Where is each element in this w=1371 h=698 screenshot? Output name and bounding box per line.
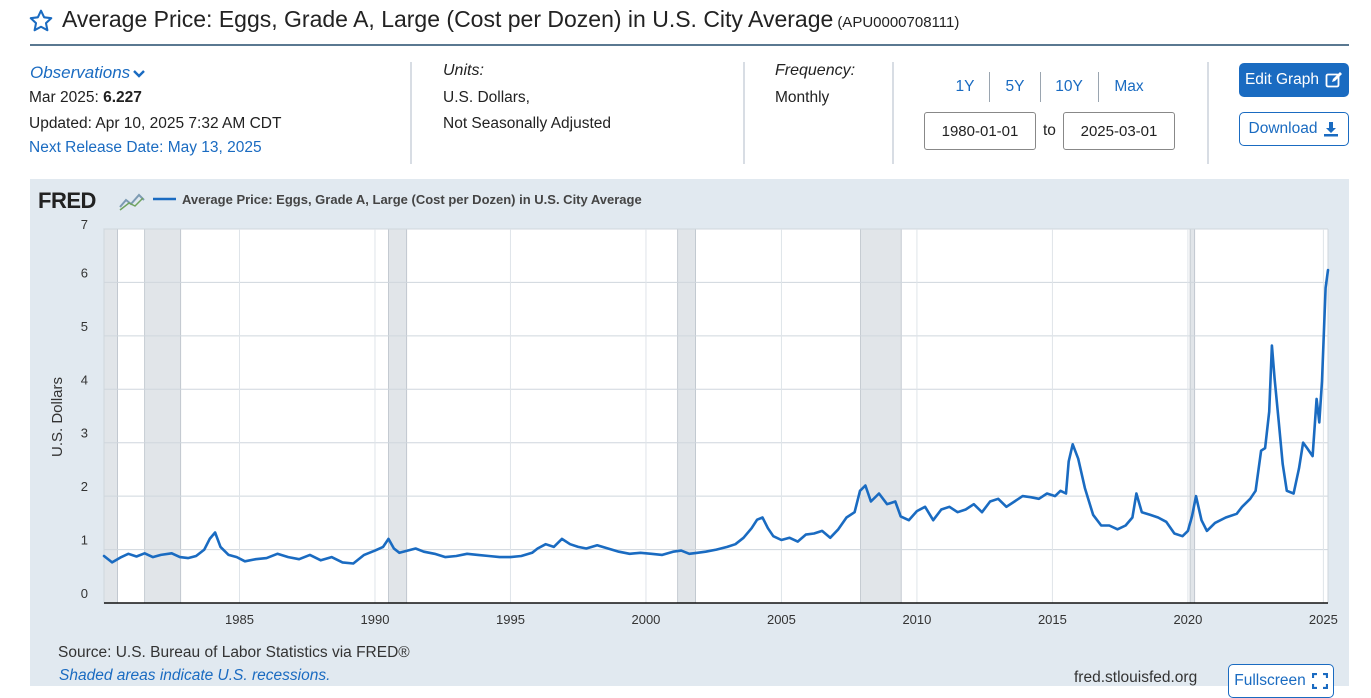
y-tick-label: 6 <box>81 265 88 280</box>
star-icon[interactable] <box>28 8 54 34</box>
range-1y-button[interactable]: 1Y <box>955 78 975 95</box>
y-tick-label: 3 <box>81 426 88 441</box>
x-tick-label: 2025 <box>1309 612 1338 627</box>
x-tick-label: 1985 <box>225 612 254 627</box>
fullscreen-label: Fullscreen <box>1234 672 1306 689</box>
units-label: Units: <box>443 62 484 79</box>
plot-area <box>104 229 1328 603</box>
divider <box>1207 62 1209 164</box>
download-button[interactable]: Download <box>1239 112 1349 146</box>
range-max-button[interactable]: Max <box>1114 78 1144 95</box>
series-title: Average Price: Eggs, Grade A, Large (Cos… <box>62 6 834 32</box>
recession-band <box>388 228 408 604</box>
x-tick-label: 2000 <box>631 612 660 627</box>
series-id: (APU0000708111) <box>837 14 960 31</box>
y-tick-label: 4 <box>81 372 88 387</box>
frequency-value: Monthly <box>775 89 830 106</box>
edit-graph-button[interactable]: Edit Graph <box>1239 63 1349 97</box>
y-tick-label: 1 <box>81 533 88 548</box>
range-separator <box>989 72 990 102</box>
divider <box>410 62 412 164</box>
source-note: Source: U.S. Bureau of Labor Statistics … <box>58 644 410 661</box>
divider <box>892 62 894 164</box>
units-line-1: U.S. Dollars, <box>443 89 530 106</box>
range-separator <box>1098 72 1099 102</box>
range-separator <box>1040 72 1041 102</box>
header-divider <box>30 44 1349 46</box>
observation-period: Mar 2025: <box>29 89 99 106</box>
end-date-input[interactable]: 2025-03-01 <box>1063 112 1175 150</box>
observations-label: Observations <box>30 63 131 82</box>
recession-band <box>144 228 182 604</box>
edit-icon <box>1325 72 1343 88</box>
range-10y-button[interactable]: 10Y <box>1055 78 1083 95</box>
download-icon <box>1324 122 1339 137</box>
next-release-link[interactable]: Next Release Date: May 13, 2025 <box>29 139 262 156</box>
observations-dropdown[interactable]: Observations <box>30 63 146 83</box>
x-tick-label: 1990 <box>361 612 390 627</box>
fred-logo-chart-icon <box>119 197 144 211</box>
fullscreen-button[interactable]: Fullscreen <box>1228 664 1334 698</box>
legend-entry: Average Price: Eggs, Grade A, Large (Cos… <box>182 192 642 207</box>
recession-band <box>103 228 118 604</box>
y-tick-label: 0 <box>81 586 88 601</box>
recession-band <box>677 228 696 604</box>
y-axis-label: U.S. Dollars <box>49 377 66 457</box>
y-tick-label: 7 <box>81 217 88 232</box>
fullscreen-icon <box>1311 673 1328 689</box>
x-tick-label: 2020 <box>1173 612 1202 627</box>
to-label: to <box>1043 122 1056 139</box>
x-tick-label: 2015 <box>1038 612 1067 627</box>
observation-value: 6.227 <box>103 89 142 106</box>
frequency-label: Frequency: <box>775 62 856 79</box>
fred-logo: FRED <box>38 188 96 213</box>
recession-band <box>860 228 902 604</box>
page-title: Average Price: Eggs, Grade A, Large (Cos… <box>62 6 959 33</box>
y-tick-label: 5 <box>81 319 88 334</box>
site-url: fred.stlouisfed.org <box>1074 669 1198 686</box>
y-tick-label: 2 <box>81 479 88 494</box>
x-tick-label: 2010 <box>902 612 931 627</box>
recession-band <box>1189 228 1196 604</box>
x-tick-label: 1995 <box>496 612 525 627</box>
x-tick-label: 2005 <box>767 612 796 627</box>
series-line[interactable] <box>102 268 1330 565</box>
start-date-input[interactable]: 1980-01-01 <box>924 112 1036 150</box>
units-line-2: Not Seasonally Adjusted <box>443 115 612 132</box>
chevron-down-icon <box>133 69 146 78</box>
updated-timestamp: Updated: Apr 10, 2025 7:32 AM CDT <box>29 115 282 132</box>
download-label: Download <box>1248 120 1318 137</box>
divider <box>743 62 745 164</box>
recession-note: Shaded areas indicate U.S. recessions. <box>59 667 331 684</box>
range-5y-button[interactable]: 5Y <box>1005 78 1025 95</box>
latest-observation: Mar 2025: 6.227 <box>29 89 142 107</box>
edit-graph-label: Edit Graph <box>1244 71 1320 88</box>
